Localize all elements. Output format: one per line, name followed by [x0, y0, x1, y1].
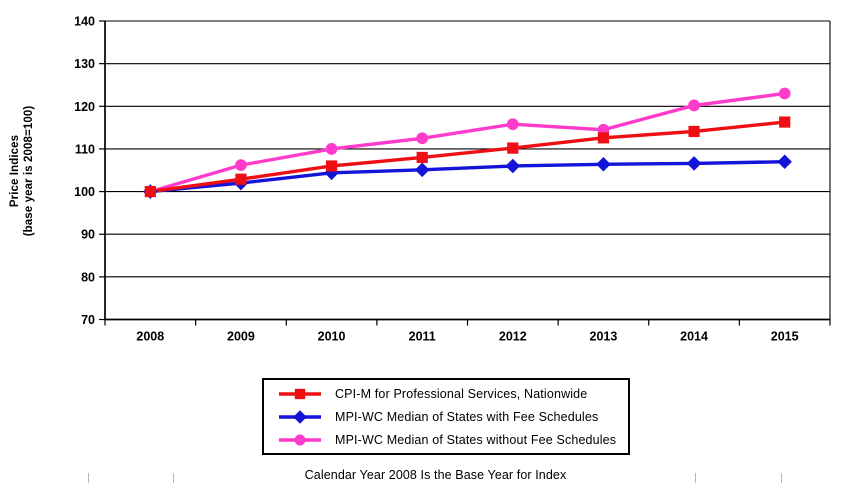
x-tick-label: 2014 — [680, 330, 708, 344]
y-tick-label: 140 — [74, 15, 95, 29]
line-chart-plot: 70 80 90 100 110 120 130 140 2008 2009 2010 2011 201… — [74, 15, 831, 344]
data-point-marker-square — [416, 151, 428, 164]
legend-marker-shape — [294, 388, 306, 399]
legend-marker-diamond-icon — [279, 409, 321, 424]
y-tick-label: 110 — [75, 142, 95, 156]
page-ruler-tick — [781, 473, 782, 483]
page-ruler-tick — [88, 473, 89, 483]
legend-item-cpi-m: CPI-M for Professional Services, Nationw… — [278, 384, 628, 403]
y-tick-label: 80 — [81, 270, 95, 284]
legend-marker-square-icon — [279, 388, 321, 399]
y-tick-label: 100 — [74, 185, 95, 199]
y-tick-label: 130 — [74, 57, 95, 71]
data-point-marker-circle — [778, 87, 791, 100]
page-ruler-tick — [695, 473, 696, 483]
data-point-marker-square — [144, 185, 156, 198]
data-point-marker-diamond — [414, 162, 430, 178]
series-line-0 — [150, 120, 785, 194]
legend-label: MPI-WC Median of States with Fee Schedul… — [335, 409, 599, 424]
legend-item-mpi-without-fs: MPI-WC Median of States without Fee Sche… — [278, 430, 628, 449]
data-point-marker-diamond — [505, 158, 521, 174]
x-tick-label: 2013 — [590, 330, 618, 344]
data-point-marker-circle — [325, 143, 338, 155]
y-tick-label: 90 — [81, 228, 95, 242]
data-point-marker-diamond — [686, 156, 702, 171]
data-point-marker-circle — [416, 132, 429, 145]
data-point-marker-circle — [506, 118, 519, 131]
x-tick-label: 2009 — [227, 330, 255, 344]
legend-marker-circle-icon — [279, 434, 321, 445]
data-point-marker-circle — [688, 99, 700, 112]
series-line-2 — [149, 91, 785, 194]
data-point-marker-square — [235, 173, 247, 185]
legend-label: CPI-M for Professional Services, Nationw… — [335, 386, 588, 401]
y-tick-label: 120 — [74, 100, 95, 114]
x-tick-label: 2012 — [499, 330, 527, 344]
x-tick-label: 2008 — [136, 330, 164, 344]
chart-legend: CPI-M for Professional Services, Nationw… — [262, 378, 630, 455]
legend-marker-shape — [294, 434, 306, 445]
data-point-marker-square — [325, 160, 338, 172]
data-point-marker-square — [688, 125, 700, 138]
data-point-marker-circle — [235, 159, 247, 172]
data-point-marker-square — [507, 142, 519, 154]
y-tick-label: 70 — [81, 313, 95, 327]
data-point-marker-square — [597, 132, 610, 144]
chart-caption: Calendar Year 2008 Is the Base Year for … — [304, 468, 567, 482]
data-point-marker-diamond — [777, 154, 792, 170]
data-point-marker-diamond — [324, 165, 339, 181]
legend-label: MPI-WC Median of States without Fee Sche… — [335, 432, 617, 447]
x-tick-label: 2010 — [318, 330, 346, 344]
page-ruler-tick — [173, 473, 174, 483]
x-tick-label: 2011 — [409, 330, 436, 344]
series-line-1 — [150, 160, 785, 194]
legend-item-mpi-with-fs: MPI-WC Median of States with Fee Schedul… — [278, 407, 628, 426]
x-tick-label: 2015 — [771, 330, 799, 344]
legend-marker-shape — [293, 409, 307, 424]
data-point-marker-diamond — [596, 157, 611, 172]
data-point-marker-square — [779, 116, 791, 128]
